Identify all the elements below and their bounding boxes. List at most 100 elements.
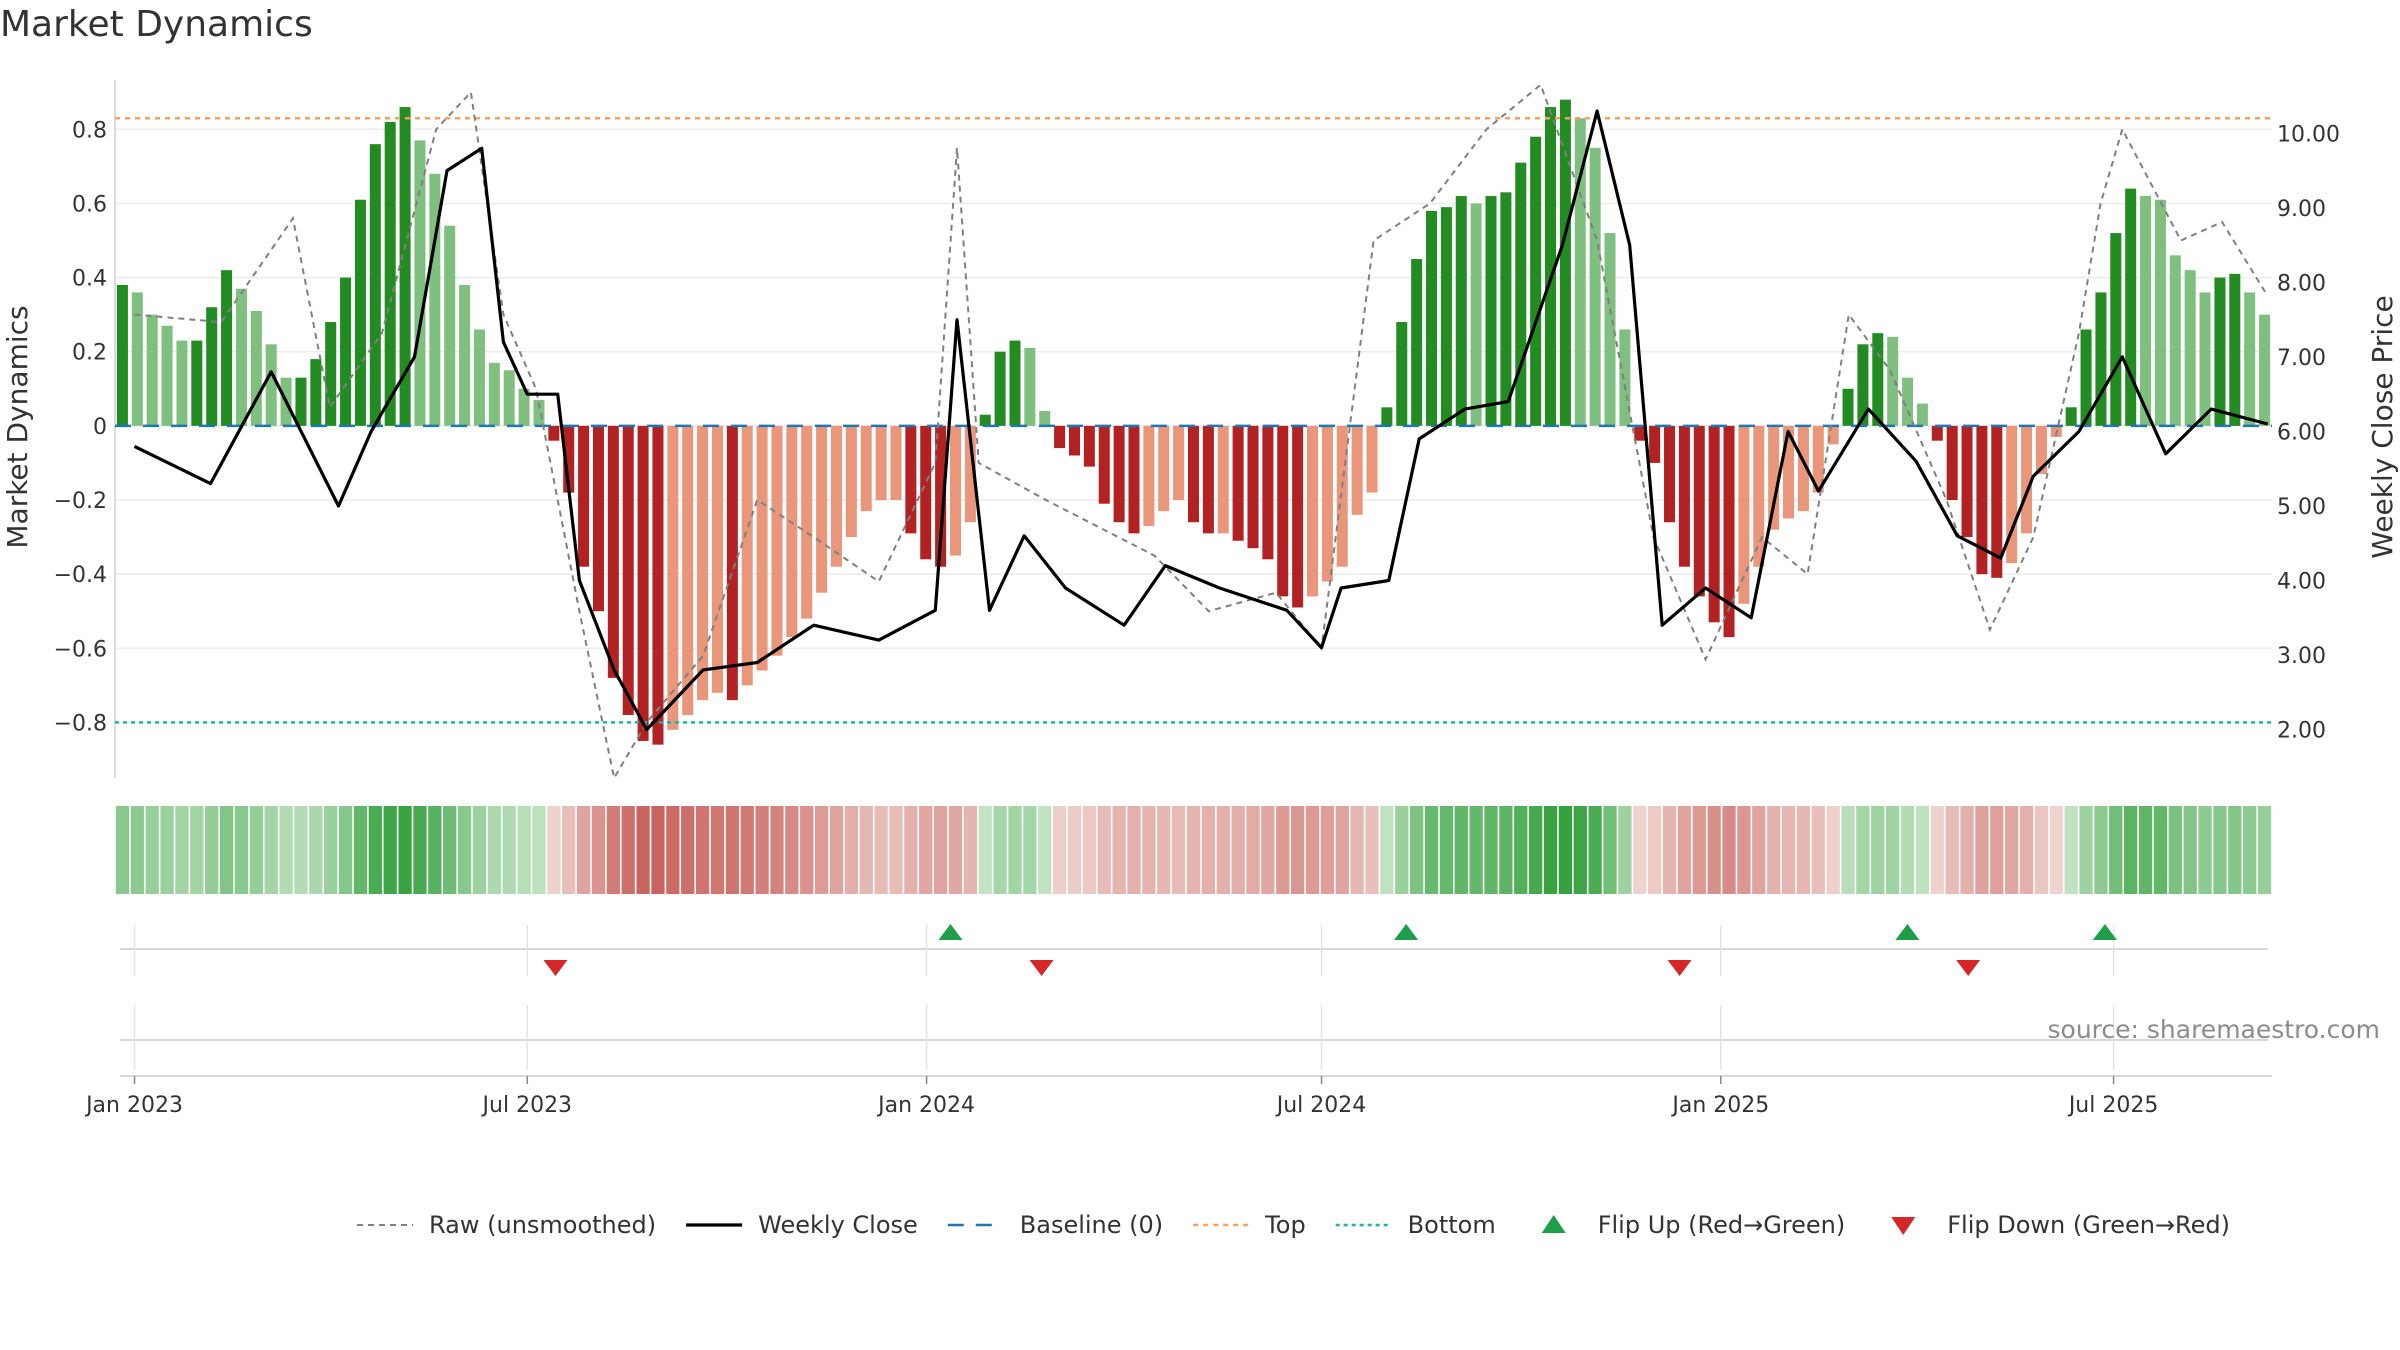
- heat-strip-cell: [770, 806, 784, 894]
- heat-strip-cell: [1737, 806, 1751, 894]
- heat-strip-cell: [1499, 806, 1513, 894]
- heat-strip-cell: [2094, 806, 2108, 894]
- heat-strip-cell: [666, 806, 680, 894]
- heat-strip-cell: [978, 806, 992, 894]
- dynamics-bar: [845, 425, 857, 538]
- dynamics-bar: [1916, 403, 1928, 426]
- dynamics-bar: [1857, 344, 1869, 426]
- flip-down-marker: [1956, 960, 1981, 976]
- heat-strip-cell: [904, 806, 918, 894]
- heat-strip-cell: [2153, 806, 2168, 894]
- dynamics-bar: [1812, 425, 1824, 493]
- y2-tick-label: 5.00: [2277, 495, 2326, 520]
- flip-up-marker: [2092, 924, 2117, 940]
- dynamics-bar: [949, 425, 961, 556]
- dynamics-bar: [1515, 162, 1527, 426]
- dynamics-bar: [2080, 329, 2092, 426]
- dynamics-bar: [1128, 425, 1140, 534]
- dynamics-bar: [310, 359, 322, 426]
- heat-strip-cell: [1722, 806, 1736, 894]
- dynamics-bar: [1024, 348, 1036, 426]
- dynamics-bar: [1649, 425, 1661, 463]
- legend-label: Flip Up (Red→Green): [1598, 1211, 1846, 1239]
- heat-strip-cell: [368, 806, 382, 894]
- heat-strip-cell: [1454, 806, 1468, 894]
- dynamics-bar: [250, 310, 262, 426]
- dynamics-bar: [1083, 425, 1095, 467]
- heat-strip-cell: [2183, 806, 2197, 894]
- heat-strip-cell: [1038, 806, 1052, 894]
- dynamics-bar: [920, 425, 932, 560]
- dynamics-bar: [1366, 425, 1378, 493]
- dynamics-bar: [1738, 425, 1750, 604]
- dynamics-bar: [1009, 340, 1021, 426]
- dynamics-bar: [1113, 425, 1125, 523]
- dynamics-bar: [1664, 425, 1676, 523]
- dynamics-bar: [340, 277, 352, 426]
- heat-strip-cell: [1633, 806, 1647, 894]
- heat-strip-cell: [1960, 806, 1974, 894]
- heat-strip-cell: [324, 806, 338, 894]
- dynamics-bar: [697, 425, 709, 701]
- dynamics-bar: [771, 425, 783, 656]
- heat-strip-cell: [1186, 806, 1201, 894]
- dynamics-bar: [1470, 203, 1482, 426]
- dynamics-bar: [801, 425, 813, 619]
- heat-strip-cell: [1216, 806, 1230, 894]
- dynamics-bar: [176, 340, 188, 426]
- y-tick-label: −0.4: [54, 563, 107, 588]
- heat-strip-cell: [1097, 806, 1111, 894]
- heat-strip-cell: [309, 806, 323, 894]
- dynamics-bar: [726, 425, 738, 701]
- heat-strip-cell: [517, 806, 531, 894]
- heat-strip-cell: [1276, 806, 1290, 894]
- weekly-close-line: [133, 109, 2269, 732]
- dynamics-bar: [1619, 329, 1631, 426]
- heat-strip-cell: [681, 806, 695, 894]
- heat-strip-cell: [175, 806, 189, 894]
- dynamics-bar: [1277, 425, 1289, 597]
- heat-strip-cell: [651, 806, 665, 894]
- y2-tick-label: 6.00: [2277, 420, 2326, 445]
- y-tick-label: 0.6: [72, 192, 107, 217]
- dynamics-bar: [1902, 377, 1914, 426]
- dynamics-bar: [191, 340, 203, 426]
- y-axis-label: Market Dynamics: [1, 305, 34, 548]
- heat-strip-cell: [1558, 806, 1573, 894]
- dynamics-bar: [1411, 259, 1423, 426]
- dynamics-bar: [503, 370, 515, 426]
- dynamics-bar: [414, 140, 426, 426]
- heat-strip-cell: [1410, 806, 1424, 894]
- dynamics-bar: [488, 362, 500, 426]
- dynamics-bar: [235, 288, 247, 426]
- dynamics-bar: [816, 425, 828, 593]
- dynamics-bar: [1976, 425, 1988, 575]
- heat-strip-cell: [472, 806, 487, 894]
- heat-strip-cell: [1811, 806, 1825, 894]
- heat-strip-cell: [1781, 806, 1796, 894]
- dynamics-bar: [667, 425, 679, 730]
- dynamics-bar: [935, 425, 947, 567]
- dynamics-bar: [578, 425, 590, 567]
- dynamics-bar: [1307, 425, 1319, 597]
- dynamics-bar: [637, 425, 649, 741]
- heat-strip-cell: [1752, 806, 1766, 894]
- heat-strip-cell: [2064, 806, 2078, 894]
- dynamics-bar: [518, 388, 530, 426]
- y2-tick-label: 9.00: [2277, 197, 2326, 222]
- heat-strip-cell: [710, 806, 725, 894]
- heat-strip-cell: [844, 806, 858, 894]
- heat-strip-cell: [2124, 806, 2138, 894]
- heat-strip-cell: [1335, 806, 1349, 894]
- dynamics-bar: [1173, 425, 1185, 500]
- heat-strip-cell: [1692, 806, 1706, 894]
- heat-strip-cell: [1246, 806, 1260, 894]
- dynamics-bar: [325, 322, 337, 426]
- heat-strip-cell: [1320, 806, 1335, 894]
- dynamics-bar: [2184, 270, 2196, 426]
- heat-strip-cell: [1395, 806, 1409, 894]
- y-tick-label: 0.2: [72, 341, 107, 366]
- source-text: source: sharemaestro.com: [2048, 1015, 2381, 1044]
- dynamics-bar: [295, 377, 307, 426]
- dynamics-bar: [1202, 425, 1214, 534]
